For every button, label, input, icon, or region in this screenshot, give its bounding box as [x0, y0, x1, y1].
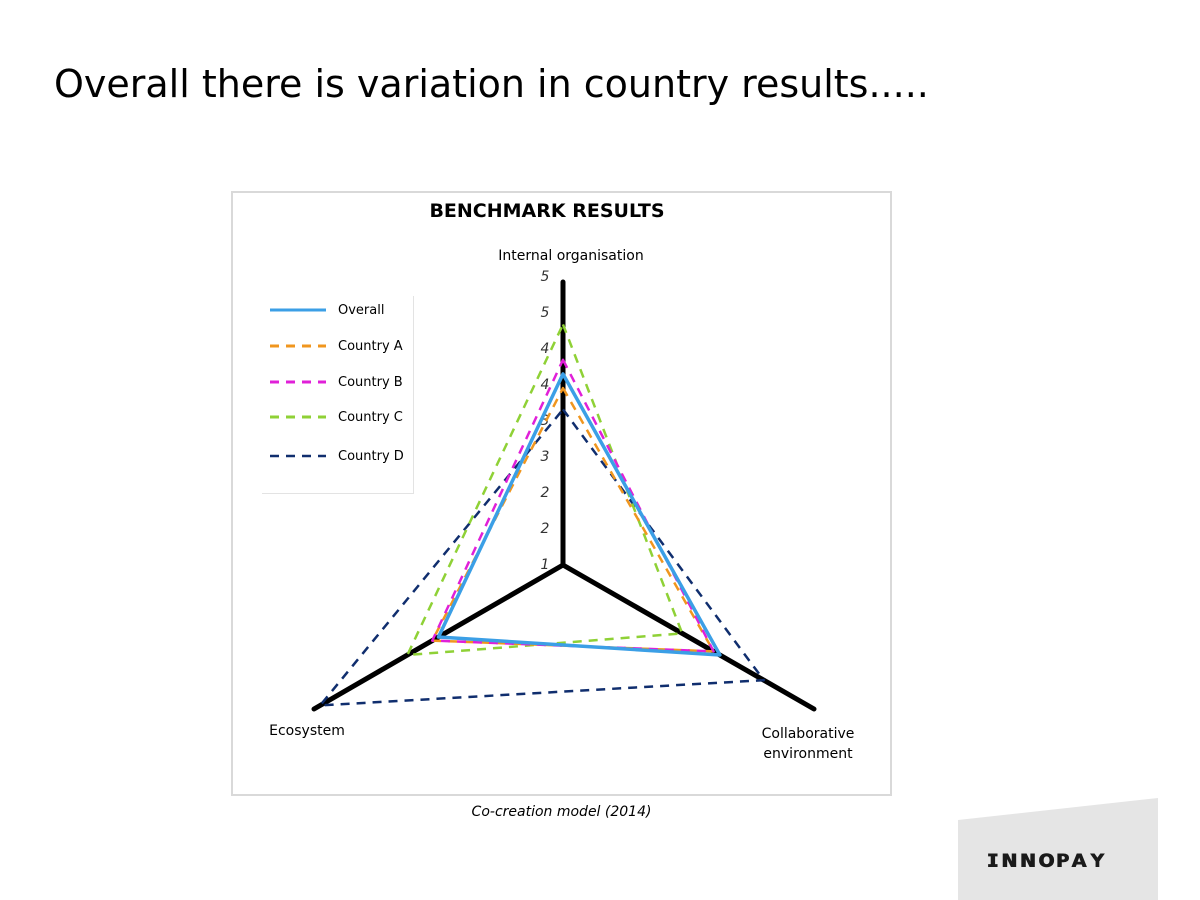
legend-item-country-b: Country B: [270, 372, 403, 392]
scale-tick-label: 1: [541, 557, 550, 573]
legend-item-country-d: Country D: [270, 446, 404, 466]
legend-swatch-country-b: [270, 380, 326, 384]
chart-caption: Co-creation model (2014): [471, 804, 652, 820]
legend-item-country-c: Country C: [270, 407, 403, 427]
legend-label-country-b: Country B: [338, 374, 403, 390]
scale-tick-label: 3: [541, 413, 550, 429]
legend-label-country-c: Country C: [338, 409, 403, 425]
series-line-country-d: [318, 408, 766, 707]
scale-tick-label: 4: [541, 377, 550, 393]
legend-swatch-overall: [270, 308, 326, 312]
scale-tick-label: 2: [541, 521, 550, 537]
scale-tick-label: 5: [541, 305, 550, 321]
legend-swatch-country-a: [270, 344, 326, 348]
scale-tick-label: 2: [541, 485, 550, 501]
legend-swatch-country-c: [270, 415, 326, 419]
legend-swatch-country-d: [270, 454, 326, 458]
series-line-country-a: [431, 386, 715, 653]
chart-title: BENCHMARK RESULTS: [429, 200, 665, 222]
series-line-overall: [436, 372, 722, 657]
axis-label-internal-organisation: Internal organisation: [498, 248, 643, 264]
axis-collaborative-environment: [560, 562, 817, 712]
scale-tick-label: 3: [541, 449, 550, 465]
slide-title: Overall there is variation in country re…: [54, 62, 929, 106]
chart-legend: Overall Country A Country B Country C Co…: [262, 296, 414, 494]
legend-item-overall: Overall: [270, 300, 384, 320]
logo-background-shape: [958, 798, 1158, 900]
legend-label-country-a: Country A: [338, 338, 403, 354]
legend-item-country-a: Country A: [270, 336, 403, 356]
legend-label-overall: Overall: [338, 302, 385, 318]
innopay-logo: ɪɴɴᴏᴘᴀʏ: [986, 844, 1108, 873]
legend-label-country-d: Country D: [338, 448, 404, 464]
scale-tick-label: 5: [541, 269, 550, 285]
axis-label-ecosystem: Ecosystem: [269, 723, 345, 739]
axis-label-collaborative-environment: Collaborative environment: [762, 726, 855, 762]
scale-tick-label: 4: [541, 341, 550, 357]
